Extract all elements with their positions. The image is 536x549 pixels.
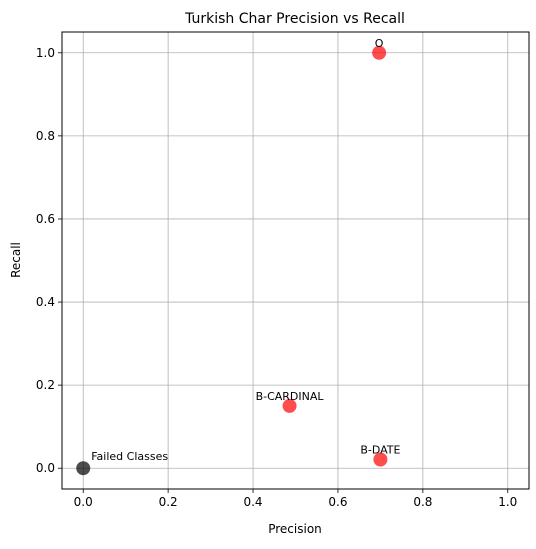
y-axis-label: Recall (9, 242, 23, 278)
point-label: Failed Classes (91, 450, 168, 463)
x-tick-label: 0.2 (159, 495, 178, 509)
y-tick-label: 0.0 (36, 461, 55, 475)
plot-frame (61, 31, 530, 490)
x-tick-label: 0.6 (328, 495, 347, 509)
scatter-point (373, 452, 388, 467)
point-label: B-DATE (360, 444, 400, 457)
scatter-point (76, 461, 91, 476)
y-tick-label: 0.6 (36, 212, 55, 226)
ticks: 0.0 0.2 0.4 0.6 0.8 1.0 0.0 0.2 0.4 0.6 0.8 1.0 (36, 46, 517, 509)
y-tick-label: 1.0 (36, 46, 55, 60)
y-tick-label: 0.8 (36, 129, 55, 143)
x-tick-label: 0.4 (243, 495, 262, 509)
scatter-point (282, 398, 297, 413)
data-points: O B-CARDINAL B-DATE Failed Classes (76, 37, 401, 476)
grid (62, 32, 529, 489)
y-tick-label: 0.4 (36, 295, 55, 309)
x-tick-label: 1.0 (498, 495, 517, 509)
scatter-point (372, 45, 387, 60)
point-label: O (375, 37, 384, 50)
x-tick-label: 0.0 (74, 495, 93, 509)
point-label: B-CARDINAL (256, 390, 325, 403)
x-axis-label: Precision (268, 522, 322, 536)
chart-title: Turkish Char Precision vs Recall (184, 11, 405, 27)
y-tick-label: 0.2 (36, 378, 55, 392)
x-tick-label: 0.8 (413, 495, 432, 509)
